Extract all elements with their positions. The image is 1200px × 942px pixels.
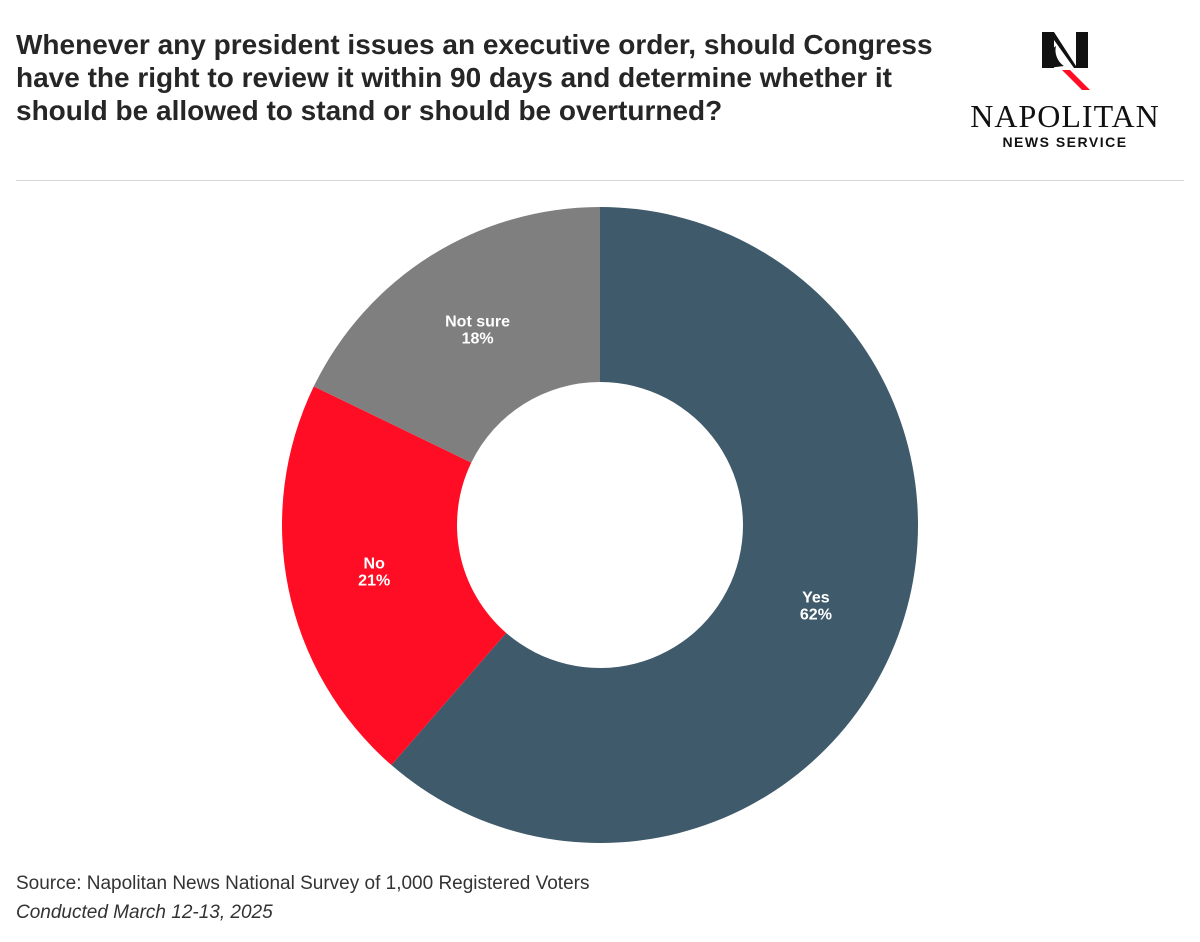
- donut-slices: [282, 207, 919, 843]
- slice-label-no: No 21%: [358, 555, 390, 589]
- slice-category-label: Yes: [802, 590, 830, 607]
- header-divider: [16, 180, 1184, 181]
- slice-category-label: No: [364, 555, 386, 572]
- slice-category-label: Not sure: [445, 314, 510, 331]
- donut-chart: Yes 62% No 21% Not sure 18%: [282, 207, 919, 843]
- chart-title: Whenever any president issues an executi…: [16, 29, 933, 126]
- slice-yes: [391, 207, 919, 843]
- logo-subword: NEWS SERVICE: [1002, 134, 1128, 150]
- slice-value-label: 62%: [800, 607, 832, 624]
- slice-label-not-sure: Not sure 18%: [445, 314, 510, 348]
- napolitan-n-logo-icon: [1042, 32, 1090, 90]
- slice-label-yes: Yes 62%: [800, 590, 832, 624]
- source-note: Source: Napolitan News National Survey o…: [16, 873, 590, 894]
- slice-no: [282, 386, 507, 766]
- slice-value-label: 21%: [358, 572, 390, 589]
- survey-date-note: Conducted March 12-13, 2025: [16, 902, 273, 923]
- slice-not-sure: [313, 207, 600, 463]
- donut-labels: Yes 62% No 21% Not sure 18%: [358, 314, 832, 624]
- slice-value-label: 18%: [462, 331, 494, 348]
- napolitan-logo: NAPOLITAN NEWS SERVICE: [960, 28, 1170, 158]
- logo-wordmark: NAPOLITAN: [970, 98, 1160, 134]
